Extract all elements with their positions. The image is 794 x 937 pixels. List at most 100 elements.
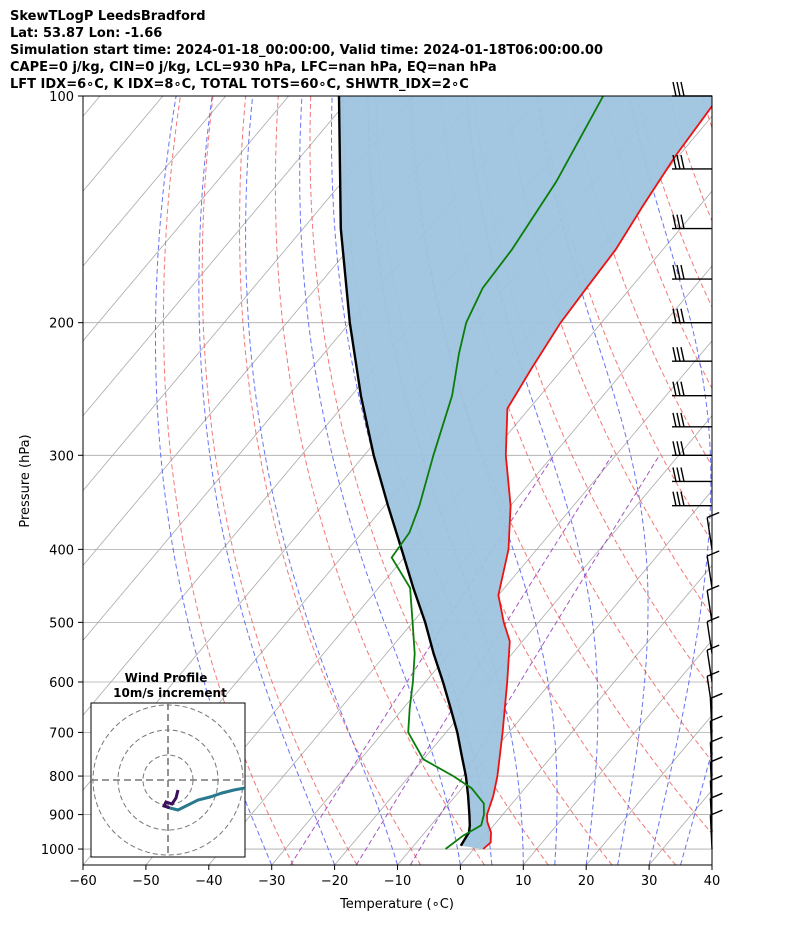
x-tick-label: 0 bbox=[456, 874, 464, 889]
isotherm-gridline bbox=[648, 789, 712, 865]
moist-adiabat-line bbox=[245, 96, 398, 865]
wind-barb-flag bbox=[672, 81, 677, 97]
wind-barb-flag bbox=[672, 381, 677, 396]
y-tick-label: 1000 bbox=[41, 843, 74, 858]
wind-barb-flag bbox=[672, 412, 677, 427]
data-layer bbox=[337, 96, 712, 850]
wind-barb-flag bbox=[676, 491, 681, 506]
wind-barb-staff bbox=[709, 698, 713, 733]
y-tick-label: 700 bbox=[49, 726, 74, 741]
y-axis-label: Pressure (hPa) bbox=[18, 434, 33, 527]
wind-barb-flag bbox=[672, 264, 677, 280]
chart-header: SkewTLogP LeedsBradford Lat: 53.87 Lon: … bbox=[10, 8, 603, 93]
wind-barb-staff bbox=[706, 590, 713, 623]
wind-barb-flag bbox=[680, 264, 685, 280]
dry-adiabat-line bbox=[636, 96, 712, 309]
isotherm-gridline bbox=[83, 96, 415, 492]
stability-indices: LFT IDX=6∘C, K IDX=8∘C, TOTAL TOTS=60∘C,… bbox=[10, 77, 469, 92]
wind-barb-staff bbox=[709, 815, 713, 850]
wind-barb-flag bbox=[676, 467, 681, 482]
wind-barb-flag bbox=[710, 715, 723, 722]
dry-adiabat-line bbox=[473, 96, 712, 690]
x-tick-label: 20 bbox=[578, 874, 595, 889]
y-tick-label: 900 bbox=[49, 809, 74, 824]
wind-barb-flag bbox=[672, 214, 677, 229]
wind-barb-flag bbox=[680, 81, 685, 97]
dry-adiabat-line bbox=[668, 96, 712, 223]
hodograph-title: Wind Profile bbox=[125, 671, 208, 685]
wind-barb-flag bbox=[676, 81, 681, 97]
wind-barb-flag bbox=[680, 154, 685, 170]
wind-barb-flag bbox=[710, 774, 723, 782]
wind-barb-flag bbox=[710, 692, 723, 700]
wind-barb-staff bbox=[706, 517, 713, 550]
y-tick-label: 500 bbox=[49, 616, 74, 631]
y-tick-label: 400 bbox=[49, 543, 74, 558]
x-tick-label: −50 bbox=[132, 874, 159, 889]
wind-barb-flag bbox=[672, 441, 677, 456]
moist-adiabat-line bbox=[680, 749, 712, 865]
axes-layer: −60 −50 −40 −30 −20 −10 0 10 20 30 40 100 200 300 400 5… bbox=[41, 90, 720, 889]
wind-barb-flag bbox=[680, 441, 685, 456]
moist-adiabat-line bbox=[198, 96, 336, 865]
simulation-times: Simulation start time: 2024-01-18_00:00:… bbox=[10, 43, 603, 58]
isotherm-gridline bbox=[208, 265, 712, 865]
y-tick-label: 600 bbox=[49, 676, 74, 691]
y-tick-label: 800 bbox=[49, 770, 74, 785]
dry-adiabat-line bbox=[375, 96, 677, 865]
dry-adiabat-line bbox=[701, 96, 712, 130]
wind-barb-flag bbox=[680, 214, 685, 229]
wind-barb-flag bbox=[706, 584, 720, 592]
wind-barb-flag bbox=[672, 154, 677, 170]
wind-barb-flag bbox=[680, 412, 685, 427]
mixing-ratio-line bbox=[290, 455, 555, 865]
y-tick-label: 200 bbox=[49, 317, 74, 332]
moist-adiabat-line bbox=[155, 96, 273, 865]
wind-barb-staff bbox=[709, 742, 713, 777]
wind-barb-flag bbox=[680, 381, 685, 396]
x-tick-label: 40 bbox=[704, 874, 721, 889]
wind-barb-flag bbox=[680, 347, 685, 362]
wind-barb-flag bbox=[672, 347, 677, 362]
x-tick-label: −10 bbox=[384, 874, 411, 889]
y-tick-label: 100 bbox=[49, 90, 74, 105]
wind-barb-flag bbox=[676, 264, 681, 280]
x-tick-label: 10 bbox=[515, 874, 532, 889]
dry-adiabat-line bbox=[767, 96, 794, 865]
station-location: Lat: 53.87 Lon: -1.66 bbox=[10, 26, 163, 41]
wind-barb-flag bbox=[672, 308, 677, 323]
wind-barb-flag bbox=[706, 644, 720, 651]
wind-barb-flag bbox=[676, 412, 681, 427]
x-axis-label: Temperature (∘C) bbox=[339, 897, 454, 912]
wind-barb-flag bbox=[676, 154, 681, 170]
dry-adiabat-line bbox=[238, 96, 422, 865]
wind-barb-staff bbox=[709, 720, 713, 755]
moist-adiabat-line bbox=[628, 96, 712, 865]
wind-barb-flag bbox=[680, 491, 685, 506]
wind-barb-flag bbox=[680, 308, 685, 323]
hodograph-trace bbox=[169, 786, 245, 812]
wind-barb-flag bbox=[672, 467, 677, 482]
x-tick-label: −60 bbox=[69, 874, 96, 889]
temperature-profile-line bbox=[482, 104, 712, 850]
moist-adiabat-line bbox=[466, 96, 599, 865]
x-tick-label: −40 bbox=[195, 874, 222, 889]
chart-title: SkewTLogP LeedsBradford bbox=[10, 9, 206, 24]
isotherm-gridline bbox=[83, 96, 289, 342]
wind-barb-flag bbox=[710, 792, 723, 799]
instability-shading bbox=[339, 96, 712, 849]
wind-barb-flag bbox=[706, 550, 720, 557]
wind-barb-flag bbox=[676, 381, 681, 396]
wind-barb-flag bbox=[710, 809, 723, 816]
wind-barb-staff bbox=[706, 650, 713, 683]
wind-barb-flag bbox=[676, 214, 681, 229]
wind-barb-flag bbox=[676, 347, 681, 362]
wind-barb-flag bbox=[676, 308, 681, 323]
dry-adiabat-line bbox=[538, 96, 712, 543]
isotherm-gridline bbox=[271, 340, 712, 865]
dewpoint-profile-line bbox=[390, 96, 604, 850]
isotherm-gridline bbox=[460, 564, 712, 865]
hodograph-subtitle: 10m/s increment bbox=[113, 686, 227, 700]
isotherm-gridline bbox=[711, 864, 712, 865]
